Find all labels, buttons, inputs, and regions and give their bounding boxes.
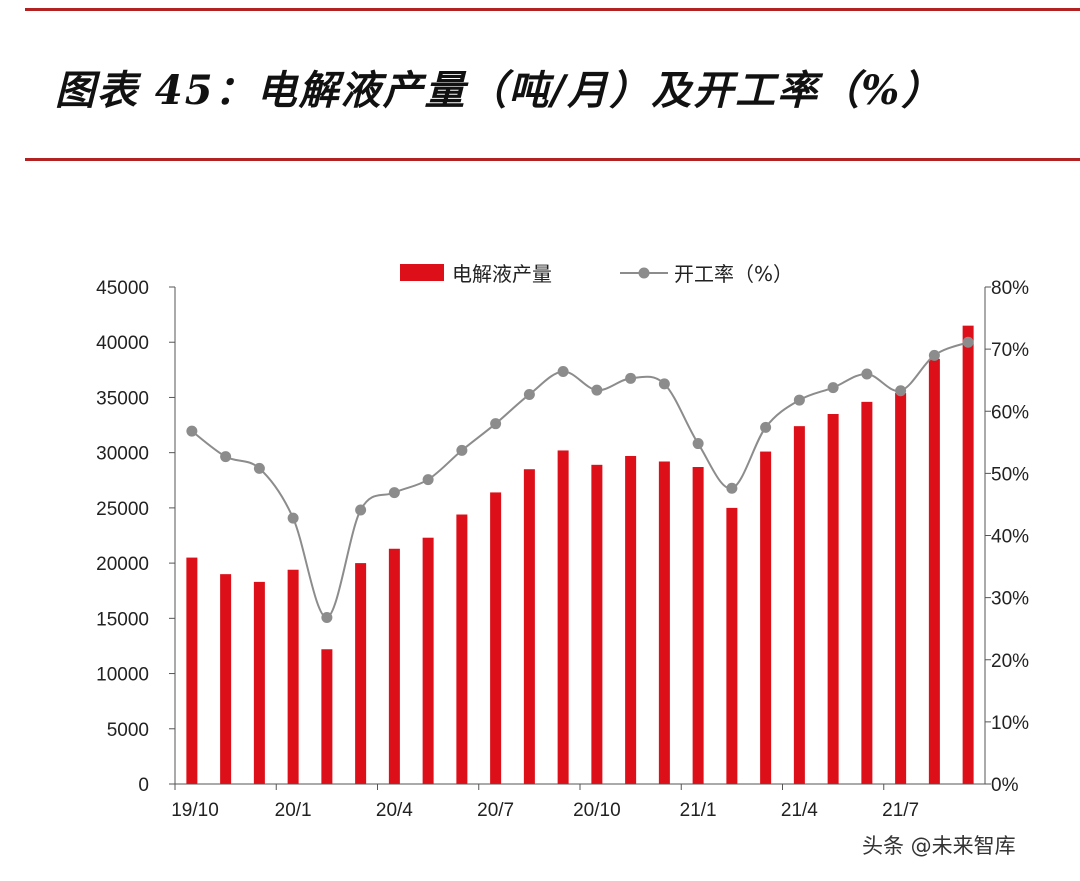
bar-series bbox=[186, 325, 974, 784]
left-tick-label: 0 bbox=[138, 775, 149, 796]
rate-point bbox=[557, 365, 569, 377]
right-tick-label: 40% bbox=[991, 527, 1029, 548]
bar bbox=[895, 393, 907, 784]
bar bbox=[557, 450, 569, 784]
right-tick-label: 70% bbox=[991, 340, 1029, 361]
rate-point bbox=[591, 384, 603, 396]
x-tick-label: 21/7 bbox=[882, 800, 919, 821]
rate-point bbox=[523, 388, 535, 400]
legend-line-marker bbox=[638, 267, 650, 279]
left-tick-label: 25000 bbox=[96, 499, 149, 520]
bar bbox=[827, 414, 839, 784]
top-rule bbox=[25, 8, 1080, 11]
right-tick-label: 20% bbox=[991, 651, 1029, 672]
bar bbox=[692, 467, 704, 784]
title-rule bbox=[25, 158, 1080, 161]
right-axis: 0% 10% 20% 30% 40% 50% 60% 70% 80% bbox=[984, 278, 1029, 796]
bar bbox=[253, 581, 265, 784]
rate-point bbox=[625, 372, 637, 384]
bar bbox=[591, 464, 603, 784]
right-tick-label: 50% bbox=[991, 464, 1029, 485]
legend-line-label: 开工率（%） bbox=[674, 262, 793, 286]
legend-bar-swatch bbox=[400, 264, 444, 281]
bar bbox=[422, 537, 434, 784]
left-tick-label: 15000 bbox=[96, 609, 149, 630]
bar bbox=[793, 426, 805, 784]
watermark-text: 头条 @未来智库 bbox=[862, 834, 1016, 858]
rate-point bbox=[658, 378, 670, 390]
left-axis: 0 5000 10000 15000 20000 25000 30000 35000 40000… bbox=[96, 278, 176, 796]
right-tick-label: 80% bbox=[991, 278, 1029, 299]
rate-point bbox=[186, 425, 198, 437]
page-title: 图表 45：电解液产量（吨/月）及开工率（%） bbox=[55, 67, 944, 114]
rate-point bbox=[793, 394, 805, 406]
rate-point bbox=[895, 385, 907, 397]
bar bbox=[186, 557, 198, 784]
bar bbox=[355, 563, 367, 784]
right-tick-label: 10% bbox=[991, 713, 1029, 734]
rate-point bbox=[355, 504, 367, 516]
bar bbox=[658, 461, 670, 784]
x-tick-label: 20/7 bbox=[477, 800, 514, 821]
rate-point bbox=[490, 418, 502, 430]
rate-line bbox=[191, 341, 969, 619]
left-tick-label: 40000 bbox=[96, 333, 149, 354]
rate-point bbox=[422, 474, 434, 486]
right-tick-label: 60% bbox=[991, 402, 1029, 423]
rate-point bbox=[287, 512, 299, 524]
rate-point bbox=[456, 444, 468, 456]
legend-bar-label: 电解液产量 bbox=[452, 262, 552, 286]
bar bbox=[287, 569, 299, 784]
rate-point bbox=[220, 451, 232, 463]
x-tick-label: 20/4 bbox=[376, 800, 413, 821]
legend: 电解液产量 开工率（%） bbox=[400, 262, 793, 286]
bar bbox=[388, 548, 400, 784]
bar bbox=[861, 401, 873, 784]
rate-point bbox=[760, 421, 772, 433]
left-tick-label: 10000 bbox=[96, 665, 149, 686]
rate-point bbox=[726, 482, 738, 494]
rate-point bbox=[253, 462, 265, 474]
bar bbox=[625, 455, 637, 784]
x-tick-label: 20/1 bbox=[275, 800, 312, 821]
x-tick-label: 19/10 bbox=[171, 800, 219, 821]
bar bbox=[760, 451, 772, 784]
bar bbox=[726, 507, 738, 784]
rate-point bbox=[321, 612, 333, 624]
rate-point bbox=[928, 349, 940, 361]
line-series bbox=[186, 336, 974, 624]
left-tick-label: 30000 bbox=[96, 444, 149, 465]
rate-point bbox=[692, 438, 704, 450]
bar bbox=[928, 358, 940, 784]
rate-point bbox=[861, 368, 873, 380]
right-tick-label: 30% bbox=[991, 589, 1029, 610]
bar bbox=[220, 574, 232, 784]
bar bbox=[456, 514, 468, 784]
rate-point bbox=[962, 336, 974, 348]
left-tick-label: 35000 bbox=[96, 388, 149, 409]
left-tick-label: 45000 bbox=[96, 278, 149, 299]
x-axis: 19/10 20/1 20/4 20/7 20/10 21/1 21/4 21/7 bbox=[171, 783, 985, 821]
rate-point bbox=[827, 382, 839, 394]
bar bbox=[321, 649, 333, 784]
bar bbox=[523, 469, 535, 784]
bar bbox=[962, 325, 974, 784]
right-tick-label: 0% bbox=[991, 775, 1019, 796]
rate-point bbox=[388, 487, 400, 499]
x-tick-label: 21/4 bbox=[781, 800, 818, 821]
x-tick-label: 21/1 bbox=[680, 800, 717, 821]
x-tick-label: 20/10 bbox=[573, 800, 621, 821]
left-tick-label: 5000 bbox=[107, 720, 149, 741]
bar bbox=[490, 492, 502, 784]
left-tick-label: 20000 bbox=[96, 554, 149, 575]
